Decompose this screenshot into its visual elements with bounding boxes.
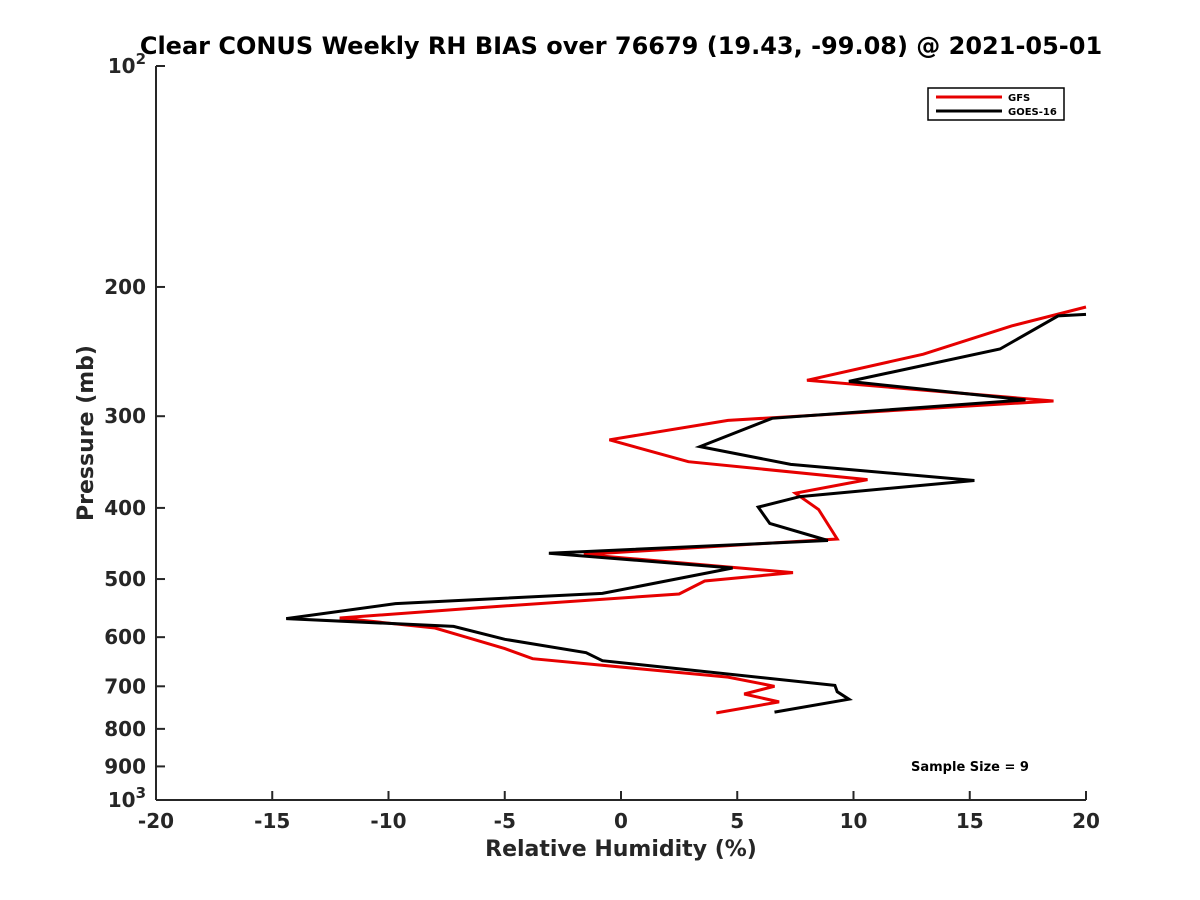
y-tick-label: 300	[104, 404, 146, 428]
sample-size-annotation: Sample Size = 9	[911, 760, 1029, 775]
y-tick-label: 800	[104, 717, 146, 741]
y-tick-label: 200	[104, 275, 146, 299]
y-tick-label: 500	[104, 567, 146, 591]
y-tick-label: 700	[104, 674, 146, 698]
chart-title: Clear CONUS Weekly RH BIAS over 76679 (1…	[140, 32, 1102, 60]
x-axis-label: Relative Humidity (%)	[485, 837, 757, 862]
x-tick-label: 5	[730, 809, 744, 833]
x-axis-ticks: -20 -15 -10 -5 0 5 10 15 20	[138, 791, 1100, 833]
y-tick-label: 103	[108, 784, 146, 812]
legend-box	[927, 87, 1065, 121]
legend-label-gfs: GFS	[1008, 93, 1030, 104]
series-line-goes16	[285, 312, 1087, 714]
legend: GFS GOES-16	[927, 87, 1065, 121]
plot-area	[155, 66, 1086, 801]
series-layer	[285, 305, 1087, 715]
y-tick-label: 400	[104, 496, 146, 520]
series-line-gfs	[339, 305, 1087, 715]
y-tick-label: 102	[108, 50, 146, 78]
x-tick-label: -15	[254, 809, 290, 833]
x-tick-label: -20	[138, 809, 174, 833]
y-axis-label: Pressure (mb)	[74, 345, 99, 521]
y-tick-label: 900	[104, 754, 146, 778]
x-tick-label: 20	[1072, 809, 1100, 833]
legend-label-goes16: GOES-16	[1008, 107, 1057, 118]
x-tick-label: -10	[370, 809, 406, 833]
x-tick-label: -5	[494, 809, 516, 833]
y-tick-label: 600	[104, 625, 146, 649]
x-tick-label: 0	[614, 809, 628, 833]
x-tick-label: 15	[956, 809, 984, 833]
x-tick-label: 10	[840, 809, 868, 833]
y-axis-ticks: 102 200 300 400 500 600 700 800 900 103	[104, 50, 165, 812]
